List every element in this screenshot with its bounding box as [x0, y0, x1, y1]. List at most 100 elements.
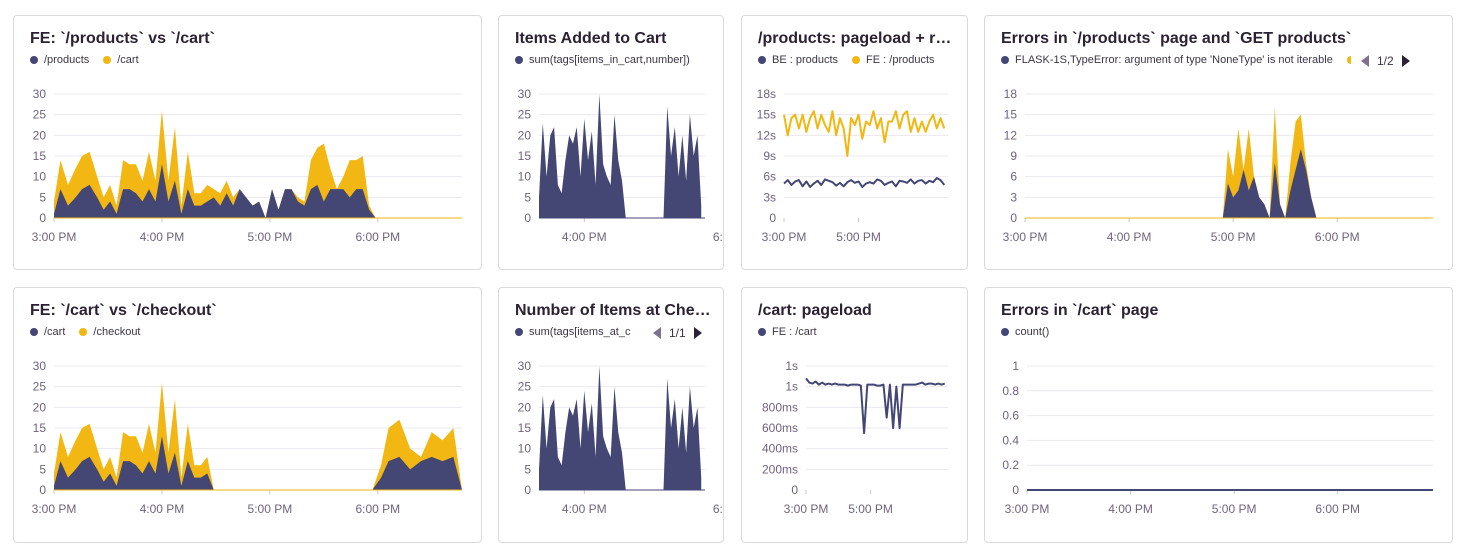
chart-plot: 0 0.2 0.4 0.6 0.8 1 3:00 PM 4:00 PM 5:00 PM 6:00 …: [1002, 359, 1433, 516]
y-tick-label: 5: [39, 190, 46, 204]
y-tick-label: 1: [1012, 359, 1019, 373]
x-tick-label: 5:00 PM: [1211, 230, 1256, 244]
legend-item[interactable]: /checkout: [79, 326, 141, 338]
pager-next-icon[interactable]: [1401, 55, 1410, 67]
y-tick-label: 0: [39, 483, 46, 497]
legend-dot-icon: [515, 328, 523, 336]
chart-legend: /products/cart: [30, 54, 153, 66]
y-tick-label: 15: [33, 149, 47, 163]
pager-next-icon[interactable]: [693, 327, 702, 339]
x-tick-label: 3:00 PM: [762, 230, 807, 244]
y-tick-label: 6s: [763, 170, 776, 184]
chart-title[interactable]: Errors in `/cart` page: [1001, 302, 1159, 319]
chart-card-3: 0 3s 6s 9s 12s 15s 18s 3:00 PM 5:00 PM/products:…: [741, 15, 968, 270]
legend-label: FLASK-1S,TypeError: argument of type 'No…: [1015, 54, 1333, 66]
y-tick-label: 5: [524, 190, 531, 204]
x-tick-label: 6:00 PM: [1315, 230, 1360, 244]
y-tick-label: 0: [524, 211, 531, 225]
x-tick-label: 4:00 PM: [140, 502, 185, 516]
chart-title[interactable]: FE: `/cart` vs `/checkout`: [30, 302, 217, 319]
legend-label: /checkout: [93, 326, 141, 338]
chart-card-6: 0 5 10 15 20 25 30 4:00 PM 6:00 PM Number of Item…: [498, 287, 724, 543]
legend-item[interactable]: F: [1346, 54, 1351, 66]
legend-dot-icon: [103, 56, 112, 64]
x-tick-label: 4:00 PM: [1108, 502, 1153, 516]
y-tick-label: 5: [39, 462, 46, 476]
x-tick-label: 3:00 PM: [32, 502, 77, 516]
y-tick-label: 5: [524, 462, 531, 476]
pager-count: 1/1: [669, 326, 686, 340]
y-tick-label: 10: [518, 442, 532, 456]
chart-title[interactable]: /cart: pageload: [758, 302, 872, 319]
chart-legend: BE : products FE : /products: [758, 54, 949, 66]
chart-title[interactable]: /products: pageload + r…: [758, 30, 952, 47]
y-tick-label: 15: [518, 149, 532, 163]
legend-item[interactable]: sum(tags[items_in_cart,number]): [515, 54, 690, 66]
chart-legend: /cart/checkout: [30, 326, 155, 338]
area-series-1: [54, 436, 460, 490]
legend-item[interactable]: FE : /products: [852, 54, 935, 66]
legend-item[interactable]: FLASK-1S,TypeError: argument of type 'No…: [1001, 54, 1333, 66]
y-tick-label: 10: [33, 442, 47, 456]
legend-label: sum(tags[items_at_c: [529, 326, 631, 338]
pager-prev-icon[interactable]: [653, 327, 661, 339]
pager-count: 1/2: [1377, 54, 1394, 68]
y-tick-label: 400ms: [762, 442, 798, 456]
chart-card-4: 0 3 6 9 12 15 18 3:00 PM 4:00 PM 5:00 PM 6:00 PM Er…: [984, 15, 1453, 270]
y-tick-label: 15: [518, 421, 532, 435]
y-tick-label: 12s: [757, 128, 776, 142]
y-tick-label: 9s: [763, 149, 776, 163]
legend-item[interactable]: BE : products: [758, 54, 838, 66]
chart-title[interactable]: FE: `/products` vs `/cart`: [30, 30, 215, 47]
y-tick-label: 25: [518, 108, 532, 122]
legend-dot-icon: [758, 56, 766, 64]
x-tick-label: 5:00 PM: [848, 502, 893, 516]
chart-title[interactable]: Number of Items at Che…: [515, 302, 711, 319]
pager-prev-icon[interactable]: [1361, 55, 1369, 67]
legend-item[interactable]: /products: [30, 54, 89, 66]
legend-dot-icon: [1001, 56, 1009, 64]
y-tick-label: 30: [518, 87, 532, 101]
x-tick-label: 4:00 PM: [140, 230, 185, 244]
legend-item[interactable]: /cart: [30, 326, 65, 338]
y-tick-label: 18s: [757, 87, 776, 101]
legend-item[interactable]: /cart: [103, 54, 139, 66]
legend-label: /products: [44, 54, 90, 66]
y-tick-label: 15s: [757, 108, 776, 122]
area-series-2: [1025, 107, 1433, 218]
chart-card-8: 0 0.2 0.4 0.6 0.8 1 3:00 PM 4:00 PM 5:00 PM 6:00 …: [984, 287, 1453, 543]
x-tick-label: 3:00 PM: [1005, 502, 1050, 516]
legend-label: /cart: [117, 54, 139, 66]
y-tick-label: 0: [39, 211, 46, 225]
area-series-1: [54, 164, 460, 218]
y-tick-label: 6: [1010, 170, 1017, 184]
chart-title[interactable]: Items Added to Cart: [515, 30, 667, 47]
legend-item[interactable]: FE : /cart: [758, 326, 817, 338]
y-tick-label: 10: [518, 170, 532, 184]
y-tick-label: 0: [1010, 211, 1017, 225]
y-tick-label: 0: [769, 211, 776, 225]
chart-card-7: 0 200ms 400ms 600ms 800ms 1s 1s 3:00 PM 5:00 PM /…: [741, 287, 968, 543]
legend-dot-icon: [79, 328, 88, 336]
chart-plot: 0 5 10 15 20 25 30 3:00 PM 4:00 PM 5:00 PM 6:00 PM: [32, 359, 462, 516]
area-series-1: [1025, 149, 1433, 218]
legend-label: count(): [1015, 326, 1050, 338]
y-tick-label: 600ms: [762, 421, 798, 435]
area-series-1: [539, 94, 702, 218]
legend-dot-icon: [515, 56, 523, 64]
y-tick-label: 0: [524, 483, 531, 497]
area-series-1: [539, 366, 702, 490]
chart-plot: 0 200ms 400ms 600ms 800ms 1s 1s 3:00 PM 5:00 PM: [762, 359, 948, 516]
y-tick-label: 3s: [763, 190, 776, 204]
y-tick-label: 9: [1010, 149, 1017, 163]
legend-item[interactable]: sum(tags[items_at_c: [515, 326, 630, 338]
legend-item[interactable]: count(): [1001, 326, 1049, 338]
legend-dot-icon: [1001, 328, 1009, 336]
y-tick-label: 0.6: [1002, 409, 1019, 423]
x-tick-label: 6:00 PM: [355, 230, 400, 244]
legend-label: FE : /cart: [772, 326, 817, 338]
x-tick-label: 3:00 PM: [1003, 230, 1048, 244]
chart-title[interactable]: Errors in `/products` page and `GET prod…: [1001, 30, 1352, 47]
x-tick-label: 5:00 PM: [836, 230, 881, 244]
chart-plot: 0 5 10 15 20 25 30 4:00 PM 6:00 PM: [518, 87, 723, 244]
